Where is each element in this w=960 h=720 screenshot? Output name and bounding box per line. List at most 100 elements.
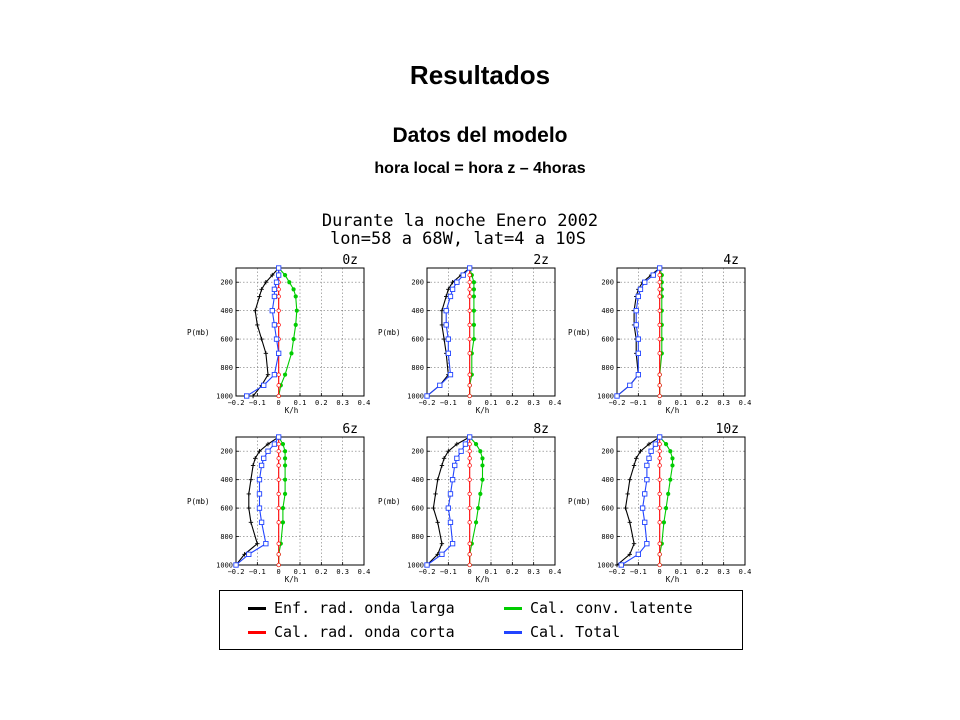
y-tick-label: 200 [601,448,614,456]
point-total [639,505,646,511]
point-latent [471,337,477,342]
panel-title: 10z [716,422,739,437]
legend-swatch-total [504,630,522,634]
point-longwave [259,287,264,292]
x-tick-label: 0.3 [336,568,349,576]
point-latent [668,477,673,482]
point-longwave [253,308,258,313]
point-latent [282,477,288,482]
point-longwave [255,322,260,328]
x-tick-label: 0.1 [294,568,307,576]
point-total [246,551,252,557]
point-shortwave [467,562,472,568]
point-total [269,308,275,314]
point-shortwave [467,351,472,356]
point-shortwave [467,449,472,454]
point-total [256,477,263,483]
point-longwave [631,541,637,546]
y-tick-label: 400 [411,476,424,484]
x-tick-label: −0.2 [609,399,626,407]
x-tick-label: 0.4 [549,568,562,576]
point-total [644,462,650,469]
x-tick-label: −0.1 [249,399,266,407]
point-total [271,322,278,328]
point-shortwave [276,520,281,525]
point-total [618,562,624,568]
point-shortwave [276,541,281,546]
x-tick-label: 0.1 [485,568,498,576]
point-latent [289,351,294,356]
point-shortwave [276,287,281,292]
series-line-longwave [426,267,471,397]
x-tick-label: 0 [277,399,281,407]
x-tick-label: 0.4 [739,399,752,407]
point-shortwave [657,308,662,313]
series-line-latent [469,267,475,396]
x-tick-label: 0 [468,568,472,576]
legend-swatch-longwave [248,606,266,610]
legend: Enf. rad. onda larga Cal. conv. latente … [219,590,743,650]
point-latent [666,491,671,496]
legend-item-longwave: Enf. rad. onda larga [248,598,455,618]
y-tick-label: 200 [601,279,614,287]
point-total [447,372,454,378]
point-total [644,477,650,483]
point-shortwave [467,372,472,377]
point-shortwave [657,456,662,461]
point-total [258,462,265,469]
point-total [458,448,464,454]
legend-label-total: Cal. Total [530,623,621,641]
y-tick-label: 400 [220,476,233,484]
point-total [447,519,454,525]
point-shortwave [276,456,281,461]
point-shortwave [657,272,662,278]
x-axis-label: K/h [666,406,680,415]
point-total [424,393,430,399]
point-total [424,562,430,568]
point-longwave [627,552,632,557]
point-latent [282,456,288,461]
x-tick-label: −0.2 [419,399,436,407]
point-shortwave [467,322,472,328]
point-total [445,350,451,356]
legend-swatch-latent [504,606,522,610]
point-longwave [441,456,447,461]
point-total [642,491,648,497]
point-shortwave [657,562,662,568]
point-shortwave [467,541,472,546]
x-tick-label: 0.1 [485,399,498,407]
point-latent [480,463,485,468]
point-total [635,336,641,342]
point-longwave [439,322,445,328]
y-tick-label: 1000 [407,562,424,570]
y-tick-label: 800 [411,533,424,541]
series-line-latent [659,436,674,565]
x-tick-label: 0.2 [315,399,328,407]
y-tick-label: 800 [601,364,614,372]
point-shortwave [467,463,472,468]
slide-subtitle: Datos del modelo [392,124,568,147]
point-longwave [263,280,269,285]
point-latent [294,308,299,313]
point-shortwave [657,477,662,482]
y-tick-label: 200 [220,279,233,287]
point-total [657,265,663,271]
point-latent [480,477,485,482]
legend-label-shortwave: Cal. rad. onda corta [274,623,455,641]
point-total [462,441,469,447]
x-axis-label: K/h [285,575,299,584]
point-latent [282,372,288,377]
point-shortwave [276,463,281,468]
point-latent [663,506,669,511]
point-total [258,519,265,525]
point-shortwave [467,287,472,292]
point-latent [287,280,292,285]
point-total [657,434,663,440]
point-latent [476,506,481,511]
y-axis-label: P(mb) [568,497,591,506]
point-longwave [439,541,445,546]
panel-0z: 0z 200 400 600 800 1000−0.2 −0.1 0 0.1 0.2 0.3 0.4 P… [187,253,370,415]
point-total [635,372,641,378]
point-longwave [435,552,440,557]
point-total [447,491,454,497]
